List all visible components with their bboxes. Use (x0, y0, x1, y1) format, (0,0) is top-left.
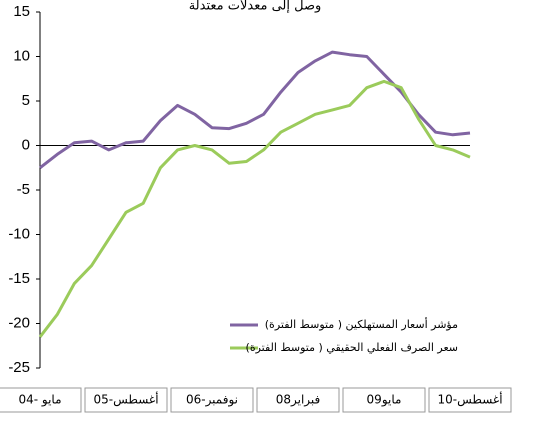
y-tick-label: -25 (8, 359, 30, 376)
y-tick-label: 10 (13, 47, 30, 64)
x-tick-label: مايو -04 (18, 393, 61, 408)
x-label-box (342, 387, 426, 413)
y-tick-label: 15 (13, 3, 30, 20)
legend-label: مؤشر أسعار المستهلكين ( متوسط الفترة) (265, 317, 458, 331)
x-label-box (0, 387, 82, 413)
y-tick-label: 5 (22, 92, 30, 109)
chart-title: وصل إلى معدلات معتدلة (189, 0, 322, 14)
y-tick-label: -15 (8, 270, 30, 287)
x-label-box (256, 387, 340, 413)
x-label-box (428, 387, 512, 413)
x-tick-label: أغسطس-05 (93, 392, 158, 408)
x-tick-label: مايو09 (367, 393, 402, 408)
legend-label: سعر الصرف الفعلي الحقيقي ( متوسط الفترة) (246, 341, 458, 354)
x-label-box (84, 387, 168, 413)
y-tick-label: -5 (17, 181, 30, 198)
legend: مؤشر أسعار المستهلكين ( متوسط الفترة) سعر… (230, 317, 458, 354)
x-tick-label: أغسطس-10 (437, 392, 502, 408)
y-tick-label: -20 (8, 314, 30, 331)
x-tick-label: فبراير08 (276, 393, 321, 408)
series-line (38, 79, 471, 338)
y-tick-label: 0 (22, 136, 30, 153)
x-label-box (170, 387, 254, 413)
series-line (39, 50, 471, 169)
y-tick-label: -10 (8, 225, 30, 242)
x-tick-label: نوفمبر-06 (186, 393, 238, 408)
